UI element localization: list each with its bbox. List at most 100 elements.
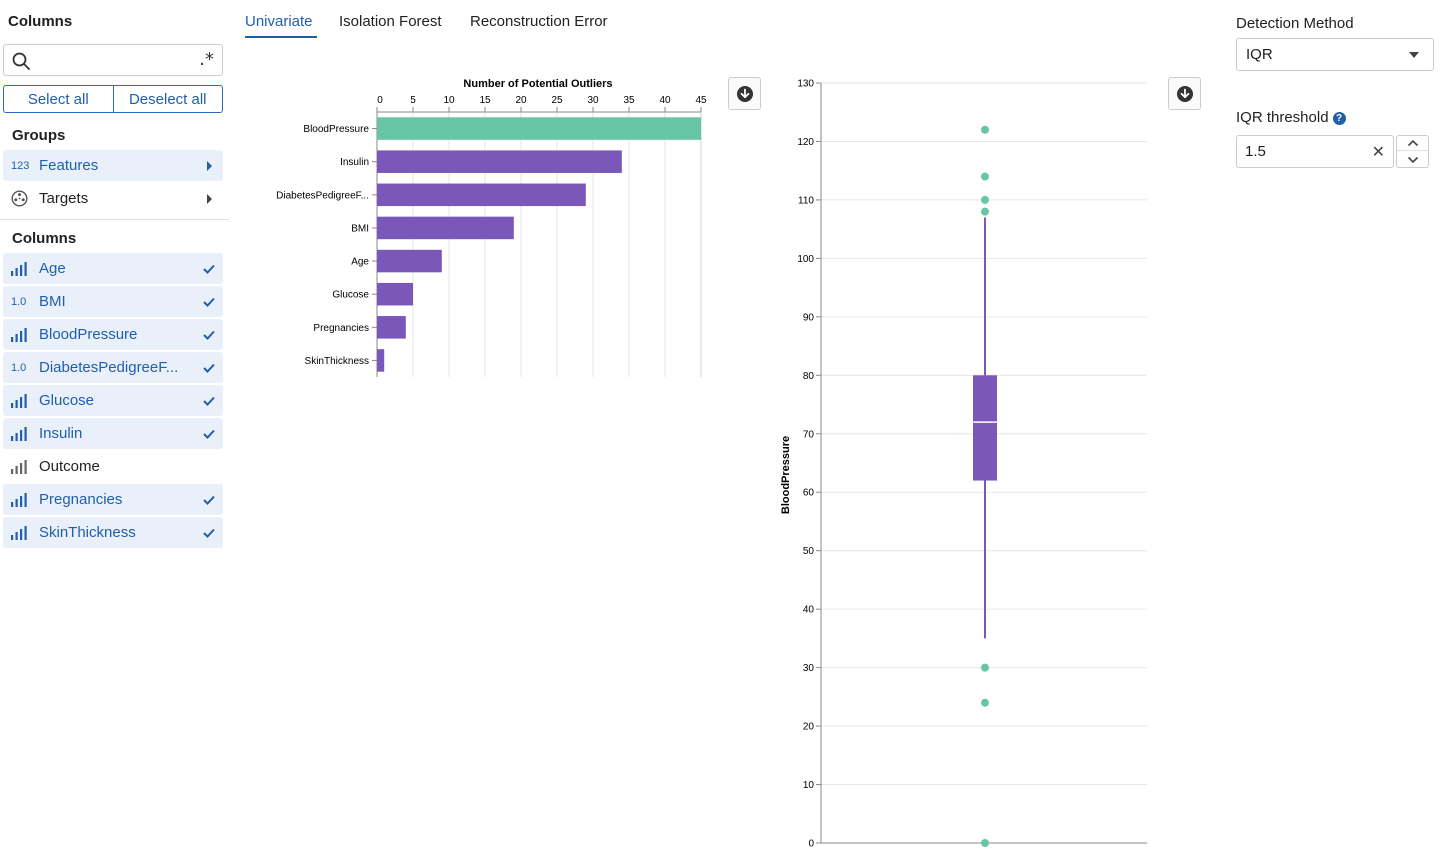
y-tick-label: BloodPressure: [303, 124, 369, 135]
y-tick-label: DiabetesPedigreeF...: [276, 190, 369, 201]
group-item-label: Features: [39, 157, 99, 174]
increment-button[interactable]: [1397, 136, 1428, 151]
outlier-point[interactable]: [981, 125, 989, 134]
check-icon: [195, 330, 223, 340]
bar-insulin[interactable]: [377, 150, 622, 173]
bar-chart-title: Number of Potential Outliers: [463, 78, 612, 90]
download-icon: [736, 85, 753, 102]
bar-chart-icon: [11, 327, 39, 342]
y-tick-label: 60: [803, 488, 815, 499]
groups-heading: Groups: [12, 127, 66, 144]
outlier-point[interactable]: [981, 207, 989, 216]
column-search-input[interactable]: .*: [3, 44, 223, 76]
sidebar-divider: [0, 219, 229, 220]
y-tick-label: SkinThickness: [305, 356, 369, 367]
x-tick-label: 40: [659, 95, 671, 106]
y-tick-label: 70: [803, 429, 815, 440]
expand-caret-icon[interactable]: [195, 193, 223, 204]
x-tick-label: 15: [479, 95, 491, 106]
column-item-label: BloodPressure: [39, 326, 138, 343]
bar-glucose[interactable]: [377, 282, 413, 306]
group-item-label: Targets: [39, 190, 89, 207]
x-tick-label: 30: [587, 95, 599, 106]
y-tick-label: 0: [808, 839, 814, 850]
outlier-point[interactable]: [981, 839, 989, 847]
y-tick-label: 130: [797, 79, 814, 90]
decrement-button[interactable]: [1397, 152, 1428, 167]
column-item-age[interactable]: Age: [3, 253, 223, 284]
bar-chart-download-button[interactable]: [728, 77, 761, 110]
x-tick-label: 5: [410, 95, 416, 106]
y-tick-label: Age: [351, 257, 369, 268]
sidebar-title: Columns: [8, 13, 73, 30]
bar-chart-icon: [11, 525, 39, 540]
group-item-targets[interactable]: Targets: [3, 183, 223, 214]
column-item-bmi[interactable]: 1.0 BMI: [3, 286, 223, 317]
column-item-outcome[interactable]: Outcome: [3, 451, 223, 482]
y-tick-label: 90: [803, 312, 815, 323]
tab-reconstruction-error[interactable]: Reconstruction Error: [470, 13, 608, 30]
select-all-button[interactable]: Select all: [3, 85, 113, 113]
check-icon: [195, 528, 223, 538]
chevron-up-icon: [1407, 139, 1418, 147]
detection-method-value: IQR: [1246, 46, 1273, 63]
y-tick-label: 100: [797, 254, 814, 265]
bar-pregnancies[interactable]: [377, 316, 406, 339]
column-item-label: Insulin: [39, 425, 83, 442]
column-item-label: Outcome: [39, 458, 100, 475]
column-item-skinthickness[interactable]: SkinThickness: [3, 517, 223, 548]
column-item-glucose[interactable]: Glucose: [3, 385, 223, 416]
bar-chart-icon: [11, 426, 39, 441]
check-icon: [195, 363, 223, 373]
x-tick-label: 25: [551, 95, 563, 106]
bar-skinthickness[interactable]: [377, 349, 385, 372]
outlier-point[interactable]: [981, 663, 989, 672]
y-tick-label: 120: [797, 137, 814, 148]
numeric-type-icon: 123: [11, 159, 30, 172]
column-item-diabetespedigreef[interactable]: 1.0 DiabetesPedigreeF...: [3, 352, 223, 383]
chevron-down-icon: [1407, 156, 1418, 163]
bar-age[interactable]: [377, 249, 442, 273]
selection-button-group: Select all Deselect all: [3, 85, 223, 113]
bar-bloodpressure[interactable]: [377, 117, 701, 140]
bar-diabetespedigreef[interactable]: [377, 183, 586, 207]
y-tick-label: 50: [803, 546, 815, 557]
x-tick-label: 10: [443, 95, 455, 106]
iqr-threshold-input[interactable]: 1.5 ✕: [1236, 135, 1394, 168]
chevron-down-icon: [1409, 52, 1419, 58]
outlier-count-bar-chart: Number of Potential Outliers 0 5 10 15 20 25 30…: [276, 78, 707, 377]
outlier-point[interactable]: [981, 195, 989, 204]
bar-chart-icon: [11, 261, 39, 276]
column-item-label: Age: [39, 260, 66, 277]
download-icon: [1176, 85, 1193, 102]
tab-isolation-forest[interactable]: Isolation Forest: [339, 13, 442, 30]
regex-toggle-icon[interactable]: .*: [199, 49, 214, 70]
clear-icon[interactable]: ✕: [1371, 144, 1385, 161]
y-axis-label: BloodPressure: [780, 436, 792, 514]
outlier-point[interactable]: [981, 172, 989, 181]
group-item-features[interactable]: 123 Features: [3, 150, 223, 181]
y-tick-label: Pregnancies: [313, 323, 369, 334]
column-item-insulin[interactable]: Insulin: [3, 418, 223, 449]
box-plot-download-button[interactable]: [1168, 77, 1201, 110]
help-icon[interactable]: ?: [1332, 112, 1346, 125]
y-tick-label: 30: [803, 663, 815, 674]
expand-caret-icon[interactable]: [195, 160, 223, 171]
x-tick-label: 20: [515, 95, 527, 106]
column-item-pregnancies[interactable]: Pregnancies: [3, 484, 223, 515]
iqr-threshold-label: IQR threshold?: [1236, 109, 1346, 126]
tab-univariate[interactable]: Univariate: [245, 13, 313, 30]
column-item-bloodpressure[interactable]: BloodPressure: [3, 319, 223, 350]
deselect-all-button[interactable]: Deselect all: [112, 85, 223, 113]
y-tick-label: 10: [803, 780, 815, 791]
check-icon: [195, 297, 223, 307]
iqr-box[interactable]: [973, 375, 997, 481]
bar-chart-icon: [11, 459, 39, 474]
outlier-point[interactable]: [981, 698, 989, 707]
y-tick-label: BMI: [351, 223, 369, 234]
iqr-threshold-stepper[interactable]: [1396, 135, 1429, 168]
detection-method-select[interactable]: IQR: [1236, 38, 1434, 71]
x-tick-label: 45: [695, 95, 707, 106]
bar-bmi[interactable]: [377, 216, 514, 240]
column-item-label: Pregnancies: [39, 491, 123, 508]
